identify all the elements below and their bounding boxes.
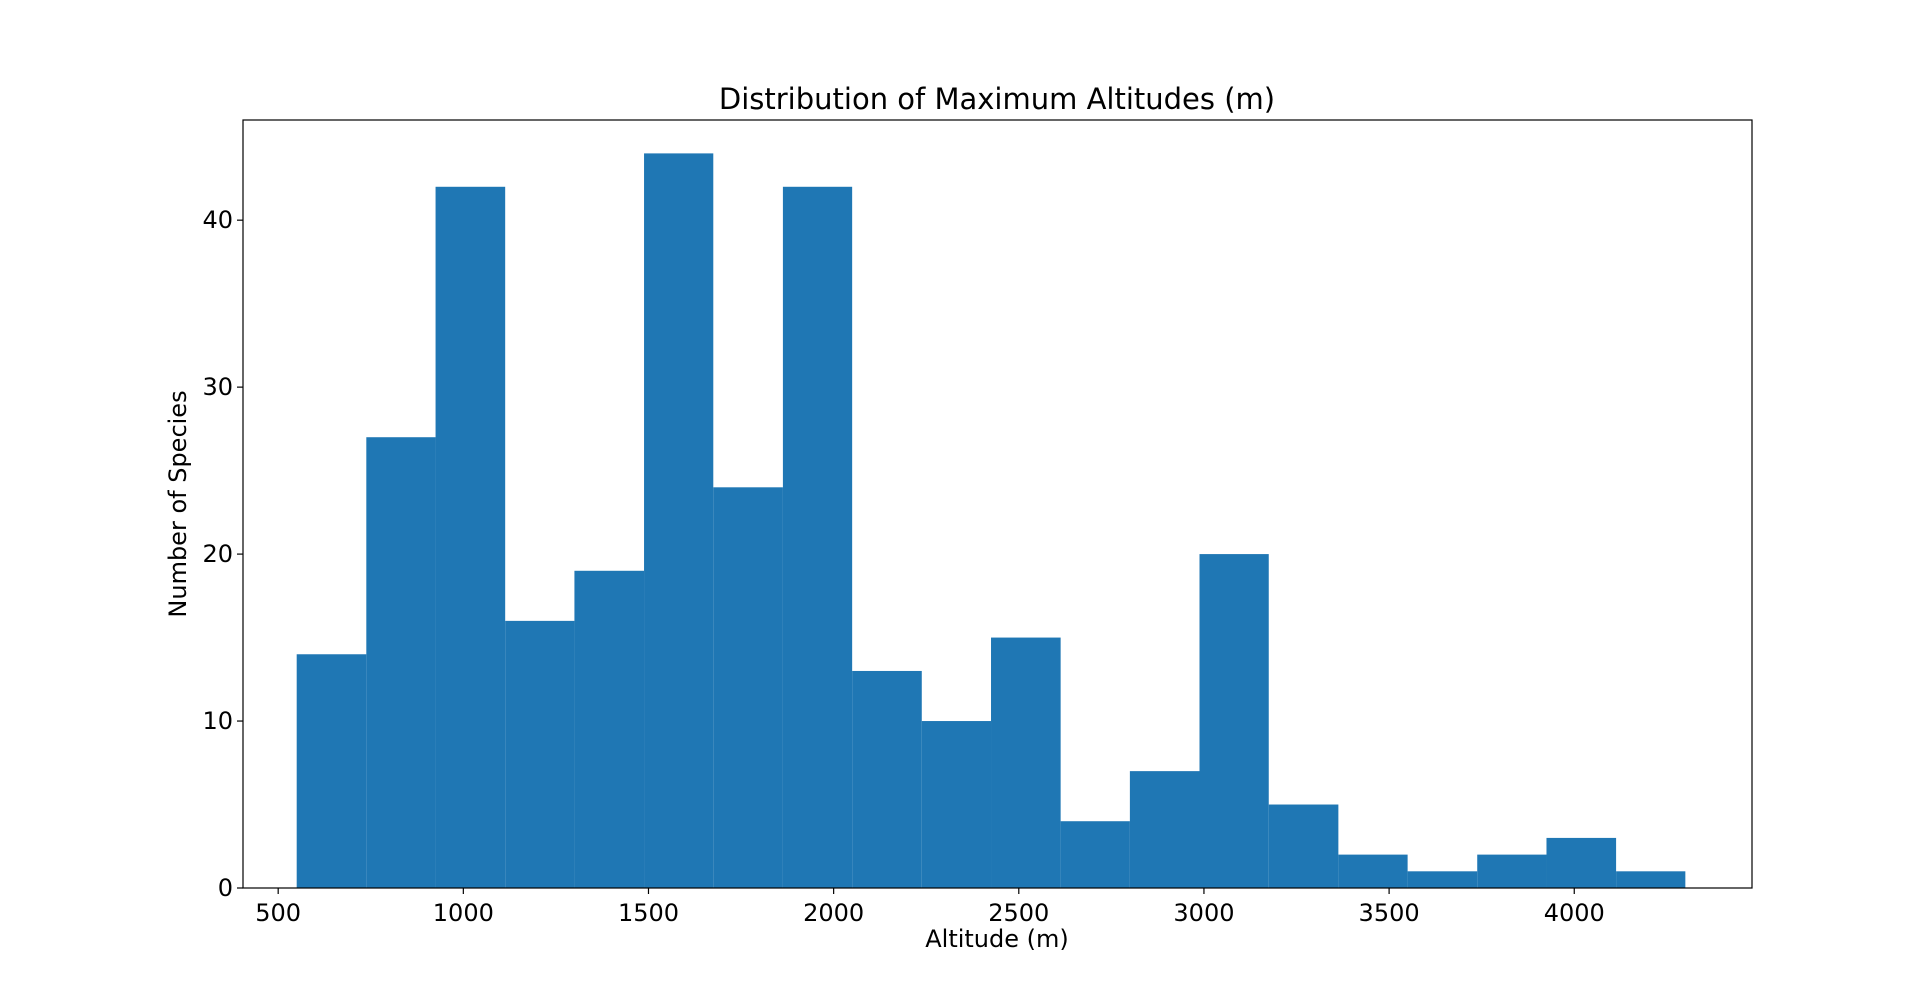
histogram-bar bbox=[1060, 821, 1130, 888]
plot-frame bbox=[242, 119, 1753, 889]
y-tick-label: 0 bbox=[218, 874, 233, 902]
histogram-bar bbox=[991, 637, 1061, 888]
histogram-bar bbox=[435, 186, 506, 889]
x-tick-label: 1000 bbox=[433, 899, 494, 927]
y-axis: 0 10 20 30 40 bbox=[202, 206, 243, 902]
x-tick-label: 1500 bbox=[618, 899, 679, 927]
histogram-bar bbox=[644, 153, 714, 889]
chart-title: Distribution of Maximum Altitudes (m) bbox=[719, 82, 1275, 116]
bars-group bbox=[296, 153, 1686, 889]
histogram-bar bbox=[782, 186, 853, 889]
histogram-bar bbox=[296, 654, 367, 888]
histogram-bar bbox=[852, 670, 922, 888]
histogram-bar bbox=[1407, 871, 1478, 888]
y-tick-label: 10 bbox=[202, 707, 233, 735]
x-tick-label: 3000 bbox=[1173, 899, 1234, 927]
x-tick-label: 3500 bbox=[1359, 899, 1420, 927]
histogram-bar bbox=[713, 487, 783, 888]
histogram-bar bbox=[1129, 771, 1200, 888]
x-tick-label: 4000 bbox=[1544, 899, 1605, 927]
histogram-bar bbox=[505, 620, 575, 888]
histogram-bar bbox=[366, 437, 436, 888]
histogram-bar bbox=[1477, 854, 1547, 888]
x-tick-label: 2000 bbox=[803, 899, 864, 927]
histogram-bar bbox=[921, 721, 992, 888]
x-axis-label: Altitude (m) bbox=[925, 925, 1069, 953]
histogram-bar bbox=[574, 570, 645, 888]
histogram-bar bbox=[1546, 837, 1617, 888]
x-axis: 500 1000 1500 2000 2500 3000 3500 4000 bbox=[255, 888, 1605, 927]
y-tick-label: 30 bbox=[202, 373, 233, 401]
histogram-bar bbox=[1616, 871, 1686, 888]
x-tick-label: 500 bbox=[255, 899, 301, 927]
histogram-bar bbox=[1268, 804, 1339, 888]
histogram-bar bbox=[1338, 854, 1408, 888]
y-tick-label: 40 bbox=[202, 206, 233, 234]
y-axis-label: Number of Species bbox=[164, 390, 192, 617]
y-tick-label: 20 bbox=[202, 540, 233, 568]
x-tick-label: 2500 bbox=[988, 899, 1049, 927]
histogram-bar bbox=[1199, 554, 1269, 888]
